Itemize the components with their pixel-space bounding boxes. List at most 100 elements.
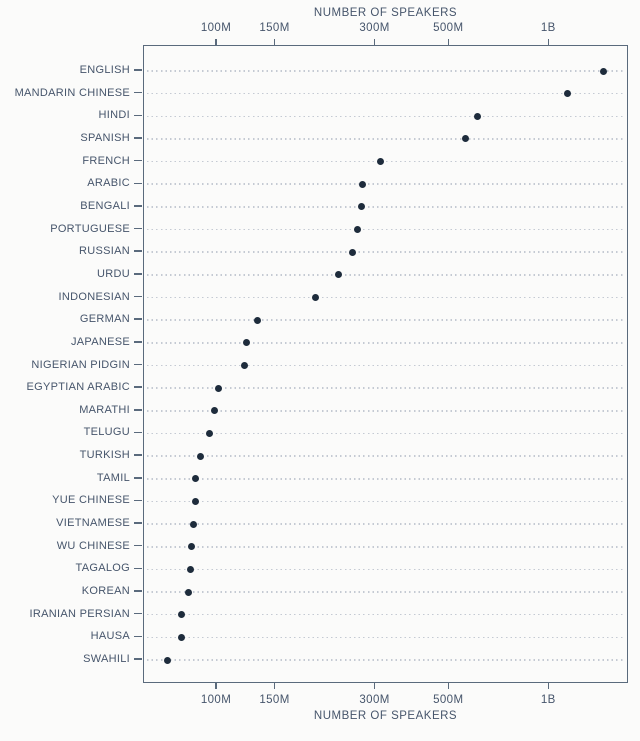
row-tick-tagalog (134, 567, 142, 570)
category-label-spanish: SPANISH (80, 131, 130, 144)
category-label-german: GERMAN (79, 313, 130, 326)
leader-line-spanish (147, 138, 623, 140)
data-point-wu-chinese (188, 543, 196, 551)
row-tick-arabic (134, 182, 142, 185)
category-label-russian: RUSSIAN (79, 245, 130, 258)
row-tick-marathi (134, 409, 142, 411)
x-tick-label-top-100m: 100M (200, 22, 232, 34)
data-point-indonesian (312, 294, 320, 302)
leader-line-tamil (147, 477, 623, 480)
category-label-japanese: JAPANESE (70, 335, 130, 348)
leader-line-english (147, 70, 623, 72)
data-point-english (600, 67, 608, 75)
leader-line-arabic (147, 183, 623, 186)
leader-line-portuguese (147, 228, 623, 231)
row-tick-english (134, 69, 142, 71)
data-point-turkish (196, 452, 204, 460)
row-tick-russian (134, 250, 142, 252)
data-point-spanish (461, 135, 469, 143)
data-point-urdu (334, 271, 342, 279)
x-tick-label-bottom-500m: 500M (433, 694, 464, 706)
category-label-wu-chinese: WU CHINESE (56, 539, 130, 552)
data-point-swahili (164, 656, 172, 664)
category-label-urdu: URDU (97, 267, 130, 280)
leader-line-swahili (147, 659, 623, 661)
category-label-english: ENGLISH (79, 64, 130, 76)
leader-line-french (147, 160, 623, 163)
category-label-telugu: TELUGU (83, 426, 130, 439)
leader-line-bengali (147, 206, 623, 208)
category-label-arabic: ARABIC (87, 177, 130, 190)
top-axis-title: NUMBER OF SPEAKERS (313, 7, 458, 19)
x-tick-label-bottom-300m: 300M (359, 694, 390, 706)
data-point-marathi (210, 407, 218, 415)
leader-line-wu-chinese (147, 545, 623, 548)
x-tick-mark-top-150m (273, 39, 276, 45)
row-tick-korean (134, 590, 142, 592)
leader-line-tagalog (147, 568, 623, 571)
x-tick-label-top-1b: 1B (540, 22, 556, 34)
data-point-arabic (358, 180, 366, 188)
leader-line-russian (147, 251, 623, 254)
leader-line-nigerian-pidgin (147, 364, 623, 367)
leader-line-turkish (147, 455, 623, 457)
x-tick-mark-top-1b (547, 39, 550, 45)
row-tick-wu-chinese (134, 544, 142, 547)
data-point-telugu (206, 429, 214, 437)
category-label-mandarin-chinese: MANDARIN CHINESE (14, 86, 130, 99)
leader-line-mandarin-chinese (147, 92, 623, 95)
leader-line-yue-chinese (147, 500, 623, 503)
row-tick-japanese (134, 341, 142, 343)
x-tick-label-bottom-150m: 150M (259, 694, 290, 706)
row-tick-telugu (134, 431, 142, 434)
category-label-indonesian: INDONESIAN (58, 290, 130, 303)
category-label-egyptian-arabic: EGYPTIAN ARABIC (26, 381, 130, 394)
data-point-nigerian-pidgin (241, 362, 248, 369)
x-tick-label-top-300m: 300M (359, 22, 390, 34)
x-tick-mark-bottom-100m (215, 683, 217, 689)
bottom-axis-title: NUMBER OF SPEAKERS (313, 710, 458, 722)
data-point-french (376, 158, 384, 166)
data-point-hausa (177, 633, 185, 641)
x-tick-mark-top-300m (373, 39, 376, 45)
row-tick-yue-chinese (134, 499, 142, 502)
data-point-vietnamese (190, 520, 198, 528)
data-point-tamil (191, 475, 199, 483)
plot-area (143, 45, 628, 683)
leader-line-telugu (147, 432, 623, 435)
x-tick-label-bottom-1b: 1B (540, 694, 556, 706)
row-tick-tamil (134, 477, 142, 479)
data-point-japanese (243, 339, 251, 347)
leader-line-marathi (147, 410, 623, 412)
data-point-yue-chinese (191, 497, 199, 505)
row-tick-german (134, 318, 142, 320)
data-point-portuguese (353, 226, 361, 234)
leader-line-hausa (147, 636, 623, 639)
row-tick-bengali (134, 205, 142, 207)
leader-line-vietnamese (147, 523, 623, 525)
x-tick-mark-top-100m (215, 39, 217, 45)
data-point-russian (348, 248, 356, 256)
row-tick-swahili (134, 658, 142, 660)
leader-line-indonesian (147, 296, 623, 299)
row-tick-iranian-persian (134, 612, 142, 615)
row-tick-egyptian-arabic (134, 386, 142, 388)
data-point-egyptian-arabic (214, 384, 222, 392)
category-label-swahili: SWAHILI (83, 653, 130, 665)
category-label-vietnamese: VIETNAMESE (56, 517, 130, 530)
row-tick-portuguese (134, 227, 142, 230)
data-point-mandarin-chinese (564, 90, 572, 98)
leader-line-korean (147, 591, 623, 593)
row-tick-hindi (134, 114, 142, 117)
data-point-iranian-persian (177, 611, 185, 619)
leader-line-german (147, 319, 623, 321)
row-tick-urdu (134, 273, 142, 275)
category-label-portuguese: PORTUGUESE (50, 222, 130, 235)
row-tick-spanish (134, 137, 142, 139)
x-tick-mark-bottom-1b (547, 683, 550, 689)
row-tick-mandarin-chinese (134, 91, 142, 94)
data-point-german (253, 316, 261, 324)
x-tick-mark-bottom-150m (273, 683, 276, 689)
row-tick-nigerian-pidgin (134, 363, 142, 366)
row-tick-hausa (134, 635, 142, 638)
